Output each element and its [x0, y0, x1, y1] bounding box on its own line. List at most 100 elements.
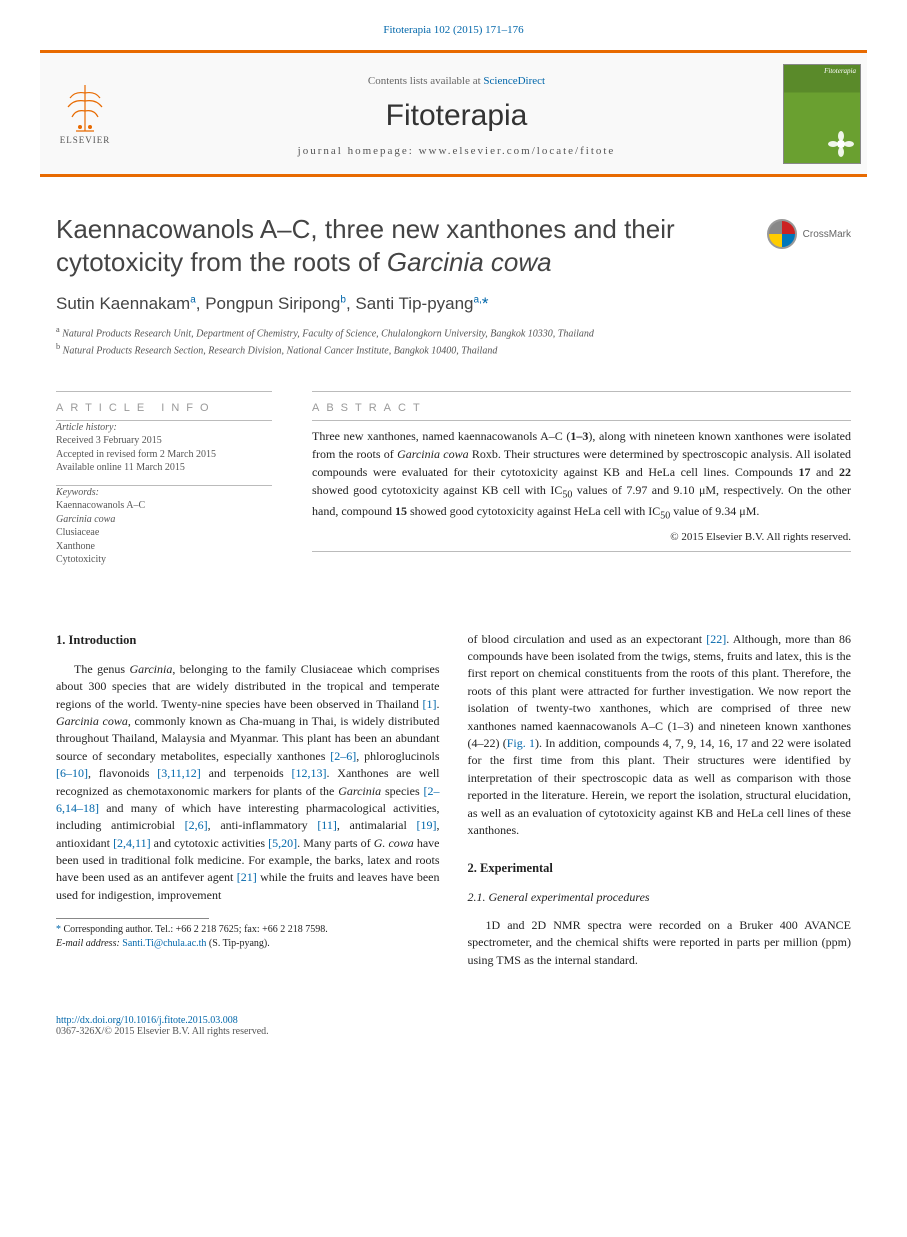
abs-b4: 15 — [395, 504, 407, 518]
keywords-block: Keywords: Kaennacowanols A–C Garcinia co… — [56, 486, 272, 577]
ref-7[interactable]: [2,6] — [185, 818, 208, 832]
affil-a: a Natural Products Research Unit, Depart… — [56, 324, 851, 341]
p1-c: . — [437, 697, 440, 711]
abstract-text: Three new xanthones, named kaennacowanol… — [312, 421, 851, 528]
ref-4[interactable]: [3,11,12] — [157, 766, 201, 780]
footnote-separator — [56, 918, 209, 919]
ref-3[interactable]: [6–10] — [56, 766, 88, 780]
keywords-head: Keywords: — [56, 486, 272, 500]
section-exp-head: 2. Experimental — [468, 859, 852, 877]
c2-b2: 4–22 — [472, 736, 496, 750]
p1-i: species — [381, 784, 423, 798]
intro-p1-col2: of blood circulation and used as an expe… — [468, 631, 852, 840]
crossmark-badge[interactable]: CrossMark — [767, 219, 851, 249]
abs-t8: value of 9.34 μM. — [670, 504, 759, 518]
fn-email-link[interactable]: Santi.Ti@chula.ac.th — [122, 938, 206, 949]
elsevier-logo: ELSEVIER — [40, 53, 130, 174]
section-intro-head: 1. Introduction — [56, 631, 440, 649]
fn-corr: Corresponding author. Tel.: +66 2 218 76… — [61, 924, 328, 935]
author-list: Sutin Kaennakama, Pongpun Siripongb, San… — [56, 294, 851, 314]
cover-flower-icon — [828, 131, 854, 157]
meta-row: article info Article history: Received 3… — [56, 379, 851, 577]
abs-sub1: 50 — [562, 489, 572, 500]
p1-i1: Garcinia — [129, 662, 172, 676]
title-plain: Kaennacowanols A–C, three new xanthones … — [56, 214, 675, 277]
affiliations: a Natural Products Research Unit, Depart… — [56, 324, 851, 359]
sciencedirect-link[interactable]: ScienceDirect — [483, 75, 545, 87]
doi-block: http://dx.doi.org/10.1016/j.fitote.2015.… — [56, 1015, 851, 1037]
ref-1[interactable]: [1] — [423, 697, 437, 711]
elsevier-tree-icon — [60, 83, 110, 133]
journal-name: Fitoterapia — [130, 99, 783, 133]
title-row: Kaennacowanols A–C, three new xanthones … — [56, 213, 851, 278]
ref-12[interactable]: [21] — [237, 870, 257, 884]
article-history: Article history: Received 3 February 201… — [56, 421, 272, 485]
history-online: Available online 11 March 2015 — [56, 461, 272, 475]
article-title: Kaennacowanols A–C, three new xanthones … — [56, 213, 696, 278]
homepage-url[interactable]: www.elsevier.com/locate/fitote — [419, 145, 616, 157]
p1-f: , flavonoids — [88, 766, 157, 780]
kw-3: Clusiaceae — [56, 526, 272, 540]
ref-fig1[interactable]: Fig. 1 — [507, 736, 535, 750]
p1-k: , anti-inflammatory — [208, 818, 318, 832]
ref-11[interactable]: [5,20] — [268, 836, 297, 850]
history-received: Received 3 February 2015 — [56, 434, 272, 448]
abstract-head: abstract — [312, 392, 851, 420]
ref-9[interactable]: [19] — [417, 818, 437, 832]
corresponding-footnote: * Corresponding author. Tel.: +66 2 218 … — [56, 923, 440, 950]
abs-t7: showed good cytotoxicity against HeLa ce… — [407, 504, 660, 518]
journal-banner: ELSEVIER Contents lists available at Sci… — [40, 50, 867, 174]
c2-b: . Although, more than 86 compounds have … — [468, 632, 852, 733]
c2-f: were isolated for the first time from th… — [468, 736, 852, 837]
elsevier-label: ELSEVIER — [60, 135, 111, 145]
p1-e: , phloroglucinols — [356, 749, 439, 763]
p1-a: The genus — [74, 662, 129, 676]
abstract-col: abstract Three new xanthones, named kaen… — [312, 391, 851, 577]
exp-p1: 1D and 2D NMR spectra were recorded on a… — [468, 917, 852, 969]
p1-i2: Garcinia cowa — [56, 714, 128, 728]
kw-1: Kaennacowanols A–C — [56, 499, 272, 513]
contents-prefix: Contents lists available at — [368, 75, 483, 87]
body-columns: 1. Introduction The genus Garcinia, belo… — [56, 631, 851, 969]
c2-b1: 1–3 — [672, 719, 690, 733]
p1-i4: G. cowa — [374, 836, 414, 850]
issn-copyright: 0367-326X/© 2015 Elsevier B.V. All right… — [56, 1026, 269, 1037]
affil-b: b Natural Products Research Section, Res… — [56, 341, 851, 358]
c2-e: ). In addition, compounds — [535, 736, 663, 750]
ref-2[interactable]: [2–6] — [330, 749, 356, 763]
article-info-col: article info Article history: Received 3… — [56, 391, 272, 577]
author-1: Sutin Kaennakam — [56, 294, 190, 313]
homepage-prefix: journal homepage: — [298, 145, 419, 157]
c2-b8: 17 — [736, 736, 748, 750]
intro-p1: The genus Garcinia, belonging to the fam… — [56, 661, 440, 904]
history-head: Article history: — [56, 421, 272, 435]
banner-center: Contents lists available at ScienceDirec… — [130, 71, 783, 157]
ref-10[interactable]: [2,4,11] — [113, 836, 151, 850]
kw-2: Garcinia cowa — [56, 513, 272, 527]
article-body: Kaennacowanols A–C, three new xanthones … — [0, 177, 907, 993]
title-italic: Garcinia cowa — [387, 247, 552, 277]
author-3-affil: a, — [474, 294, 482, 305]
kw-2-text: Garcinia cowa — [56, 514, 115, 525]
p1-g: and terpenoids — [201, 766, 292, 780]
c2-b6: 14 — [700, 736, 712, 750]
c2-s6: and — [748, 736, 772, 750]
abs-t5: showed good cytotoxicity against KB cell… — [312, 483, 562, 497]
abs-sub2: 50 — [660, 510, 670, 521]
abs-b2: 17 — [798, 465, 810, 479]
ref-8[interactable]: [11] — [317, 818, 337, 832]
article-info-head: article info — [56, 392, 272, 420]
kw-4: Xanthone — [56, 540, 272, 554]
ref-5[interactable]: [12,13] — [291, 766, 326, 780]
ref-13[interactable]: [22] — [706, 632, 726, 646]
affil-b-text: Natural Products Research Section, Resea… — [63, 346, 498, 357]
crossmark-icon — [767, 219, 797, 249]
corresponding-star: * — [482, 294, 489, 313]
doi-link[interactable]: http://dx.doi.org/10.1016/j.fitote.2015.… — [56, 1015, 238, 1026]
copyright-line: © 2015 Elsevier B.V. All rights reserved… — [312, 531, 851, 543]
c2-a: of blood circulation and used as an expe… — [468, 632, 707, 646]
kw-5: Cytotoxicity — [56, 553, 272, 567]
abs-t1: Three new xanthones, named kaennacowanol… — [312, 429, 570, 443]
c2-b7: 16 — [718, 736, 730, 750]
abs-i1: Garcinia cowa — [397, 447, 469, 461]
